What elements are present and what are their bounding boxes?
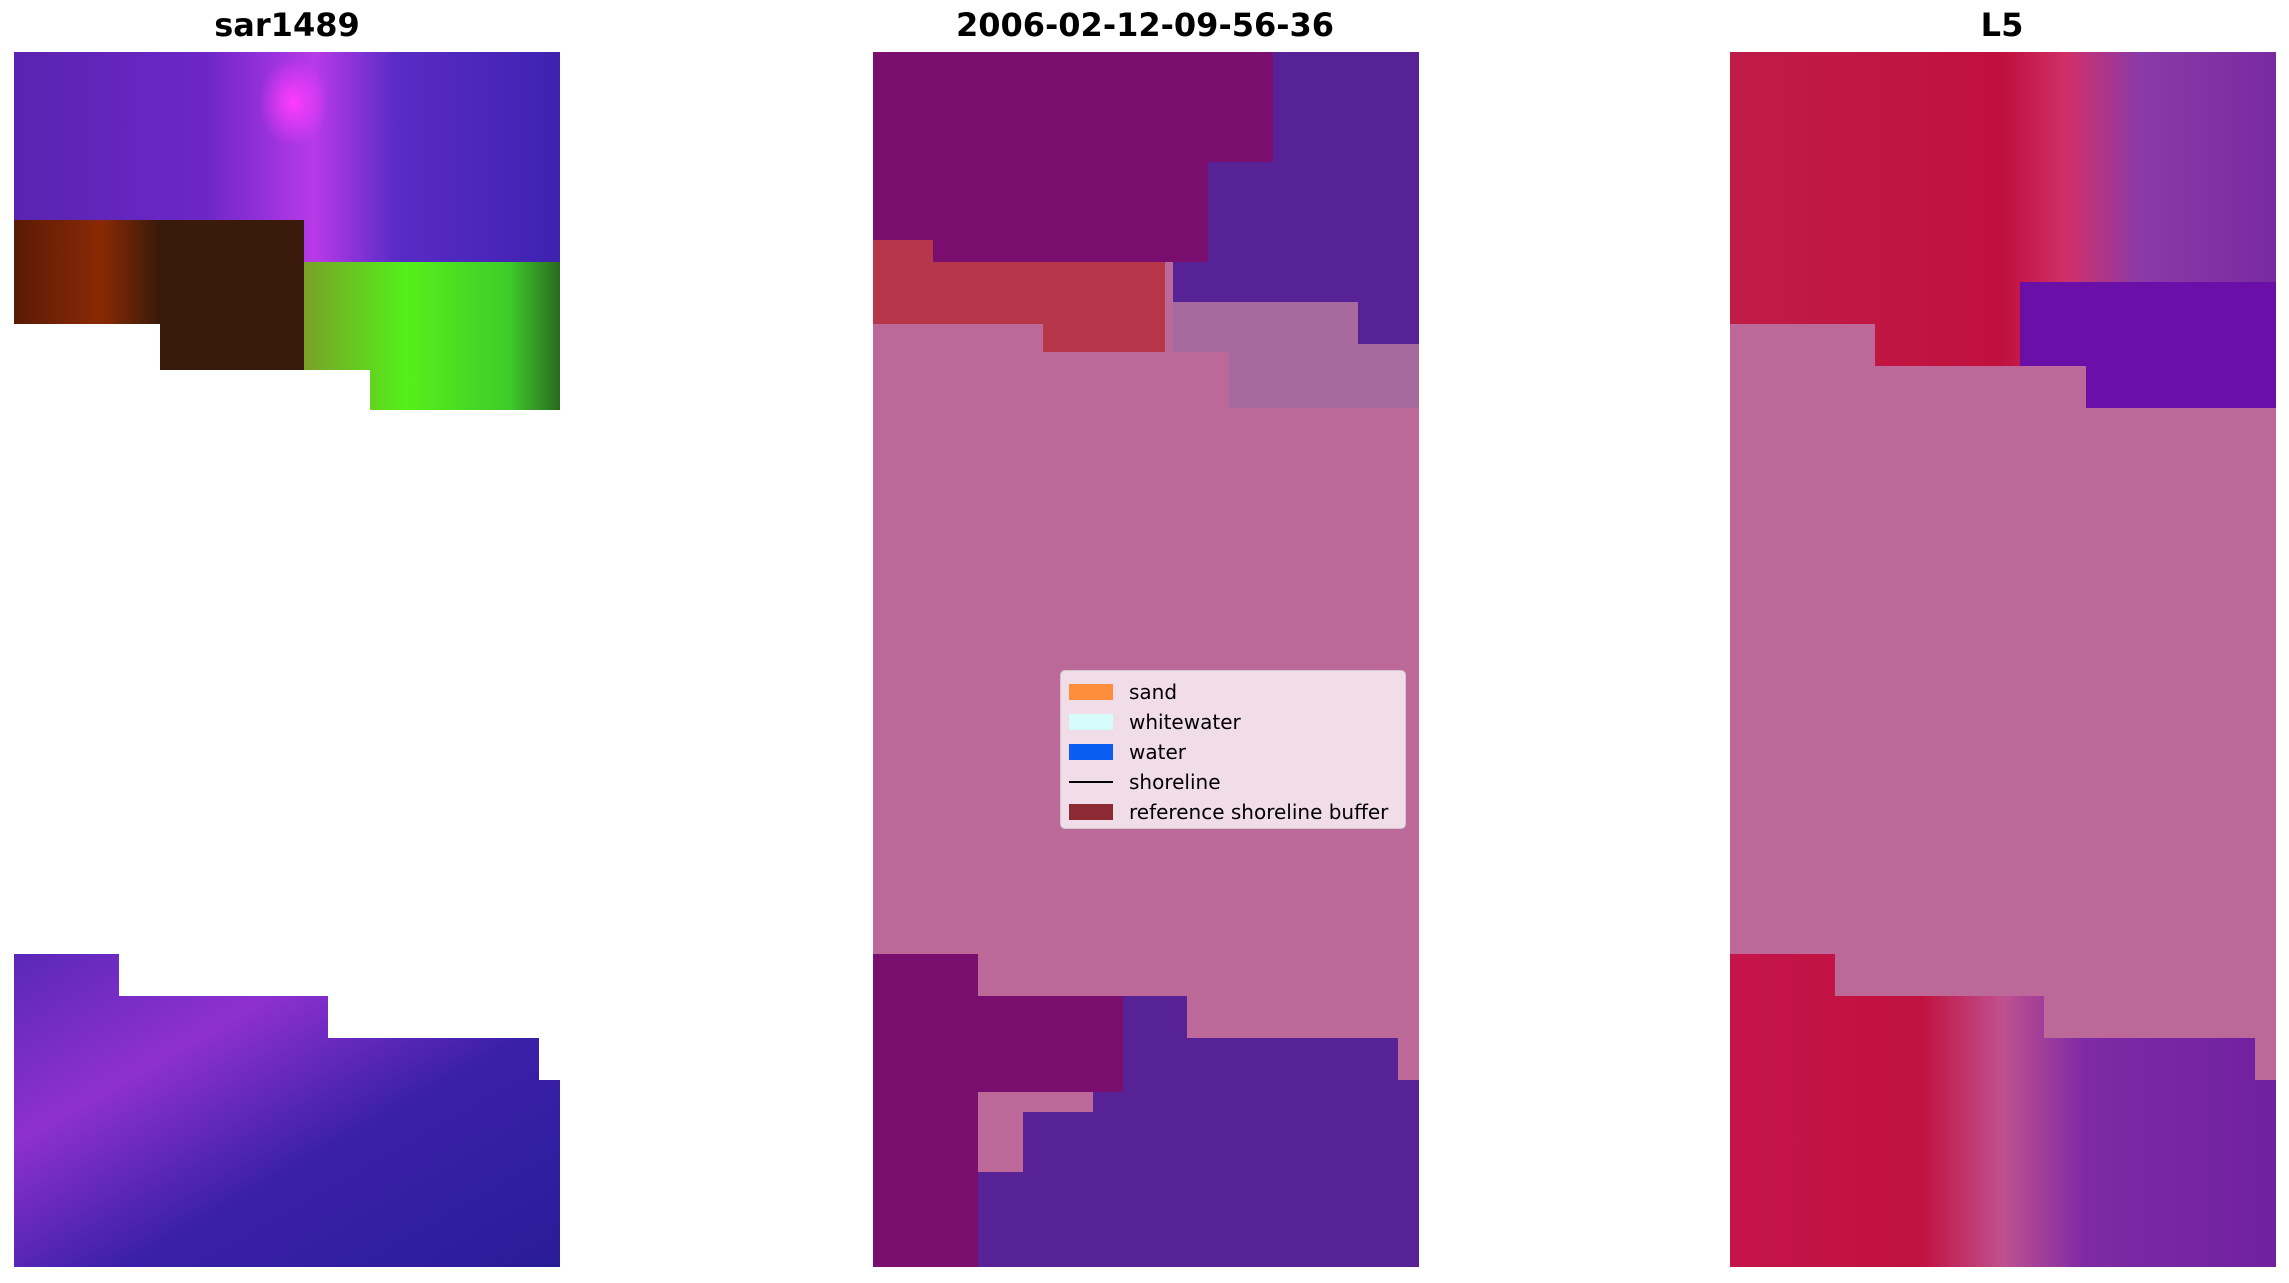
- legend: sand whitewater water shoreline referenc…: [1060, 670, 1406, 829]
- legend-item-whitewater: whitewater: [1069, 707, 1397, 737]
- rgb-image: [14, 52, 560, 1267]
- rgb-brown-strip: [14, 220, 304, 370]
- legend-label: sand: [1129, 680, 1178, 704]
- class-top-dark: [873, 52, 1273, 262]
- l5-bottom-region: [1730, 954, 2276, 1267]
- legend-item-water: water: [1069, 737, 1397, 767]
- left-panel-title: sar1489: [214, 6, 360, 44]
- center-panel-title: 2006-02-12-09-56-36: [955, 6, 1335, 44]
- class-light-patch: [1173, 302, 1419, 408]
- classification-panel: [873, 52, 1419, 1267]
- legend-label: whitewater: [1129, 710, 1241, 734]
- classification-image: [873, 52, 1419, 1267]
- l5-purple-band: [2020, 282, 2276, 408]
- class-bottom-dark: [873, 954, 1123, 1267]
- legend-item-buffer: reference shoreline buffer: [1069, 797, 1397, 827]
- sand-swatch: [1069, 684, 1113, 700]
- shoreline-line: [1069, 781, 1113, 783]
- right-panel-title: L5: [1980, 6, 2024, 44]
- rgb-bottom-region: [14, 954, 560, 1267]
- class-buffer-top: [873, 240, 1165, 352]
- l5-panel: [1730, 52, 2276, 1267]
- legend-label: shoreline: [1129, 770, 1221, 794]
- legend-label: reference shoreline buffer: [1129, 800, 1389, 824]
- water-swatch: [1069, 744, 1113, 760]
- buffer-swatch: [1069, 804, 1113, 820]
- whitewater-swatch: [1069, 714, 1113, 730]
- legend-label: water: [1129, 740, 1186, 764]
- l5-image: [1730, 52, 2276, 1267]
- legend-item-shoreline: shoreline: [1069, 767, 1397, 797]
- rgb-image-panel: [14, 52, 560, 1267]
- rgb-bright-spot: [204, 52, 364, 252]
- class-bottom-right: [978, 996, 1419, 1267]
- rgb-green-strip: [304, 262, 560, 410]
- legend-item-sand: sand: [1069, 677, 1397, 707]
- class-top-right: [1173, 52, 1419, 344]
